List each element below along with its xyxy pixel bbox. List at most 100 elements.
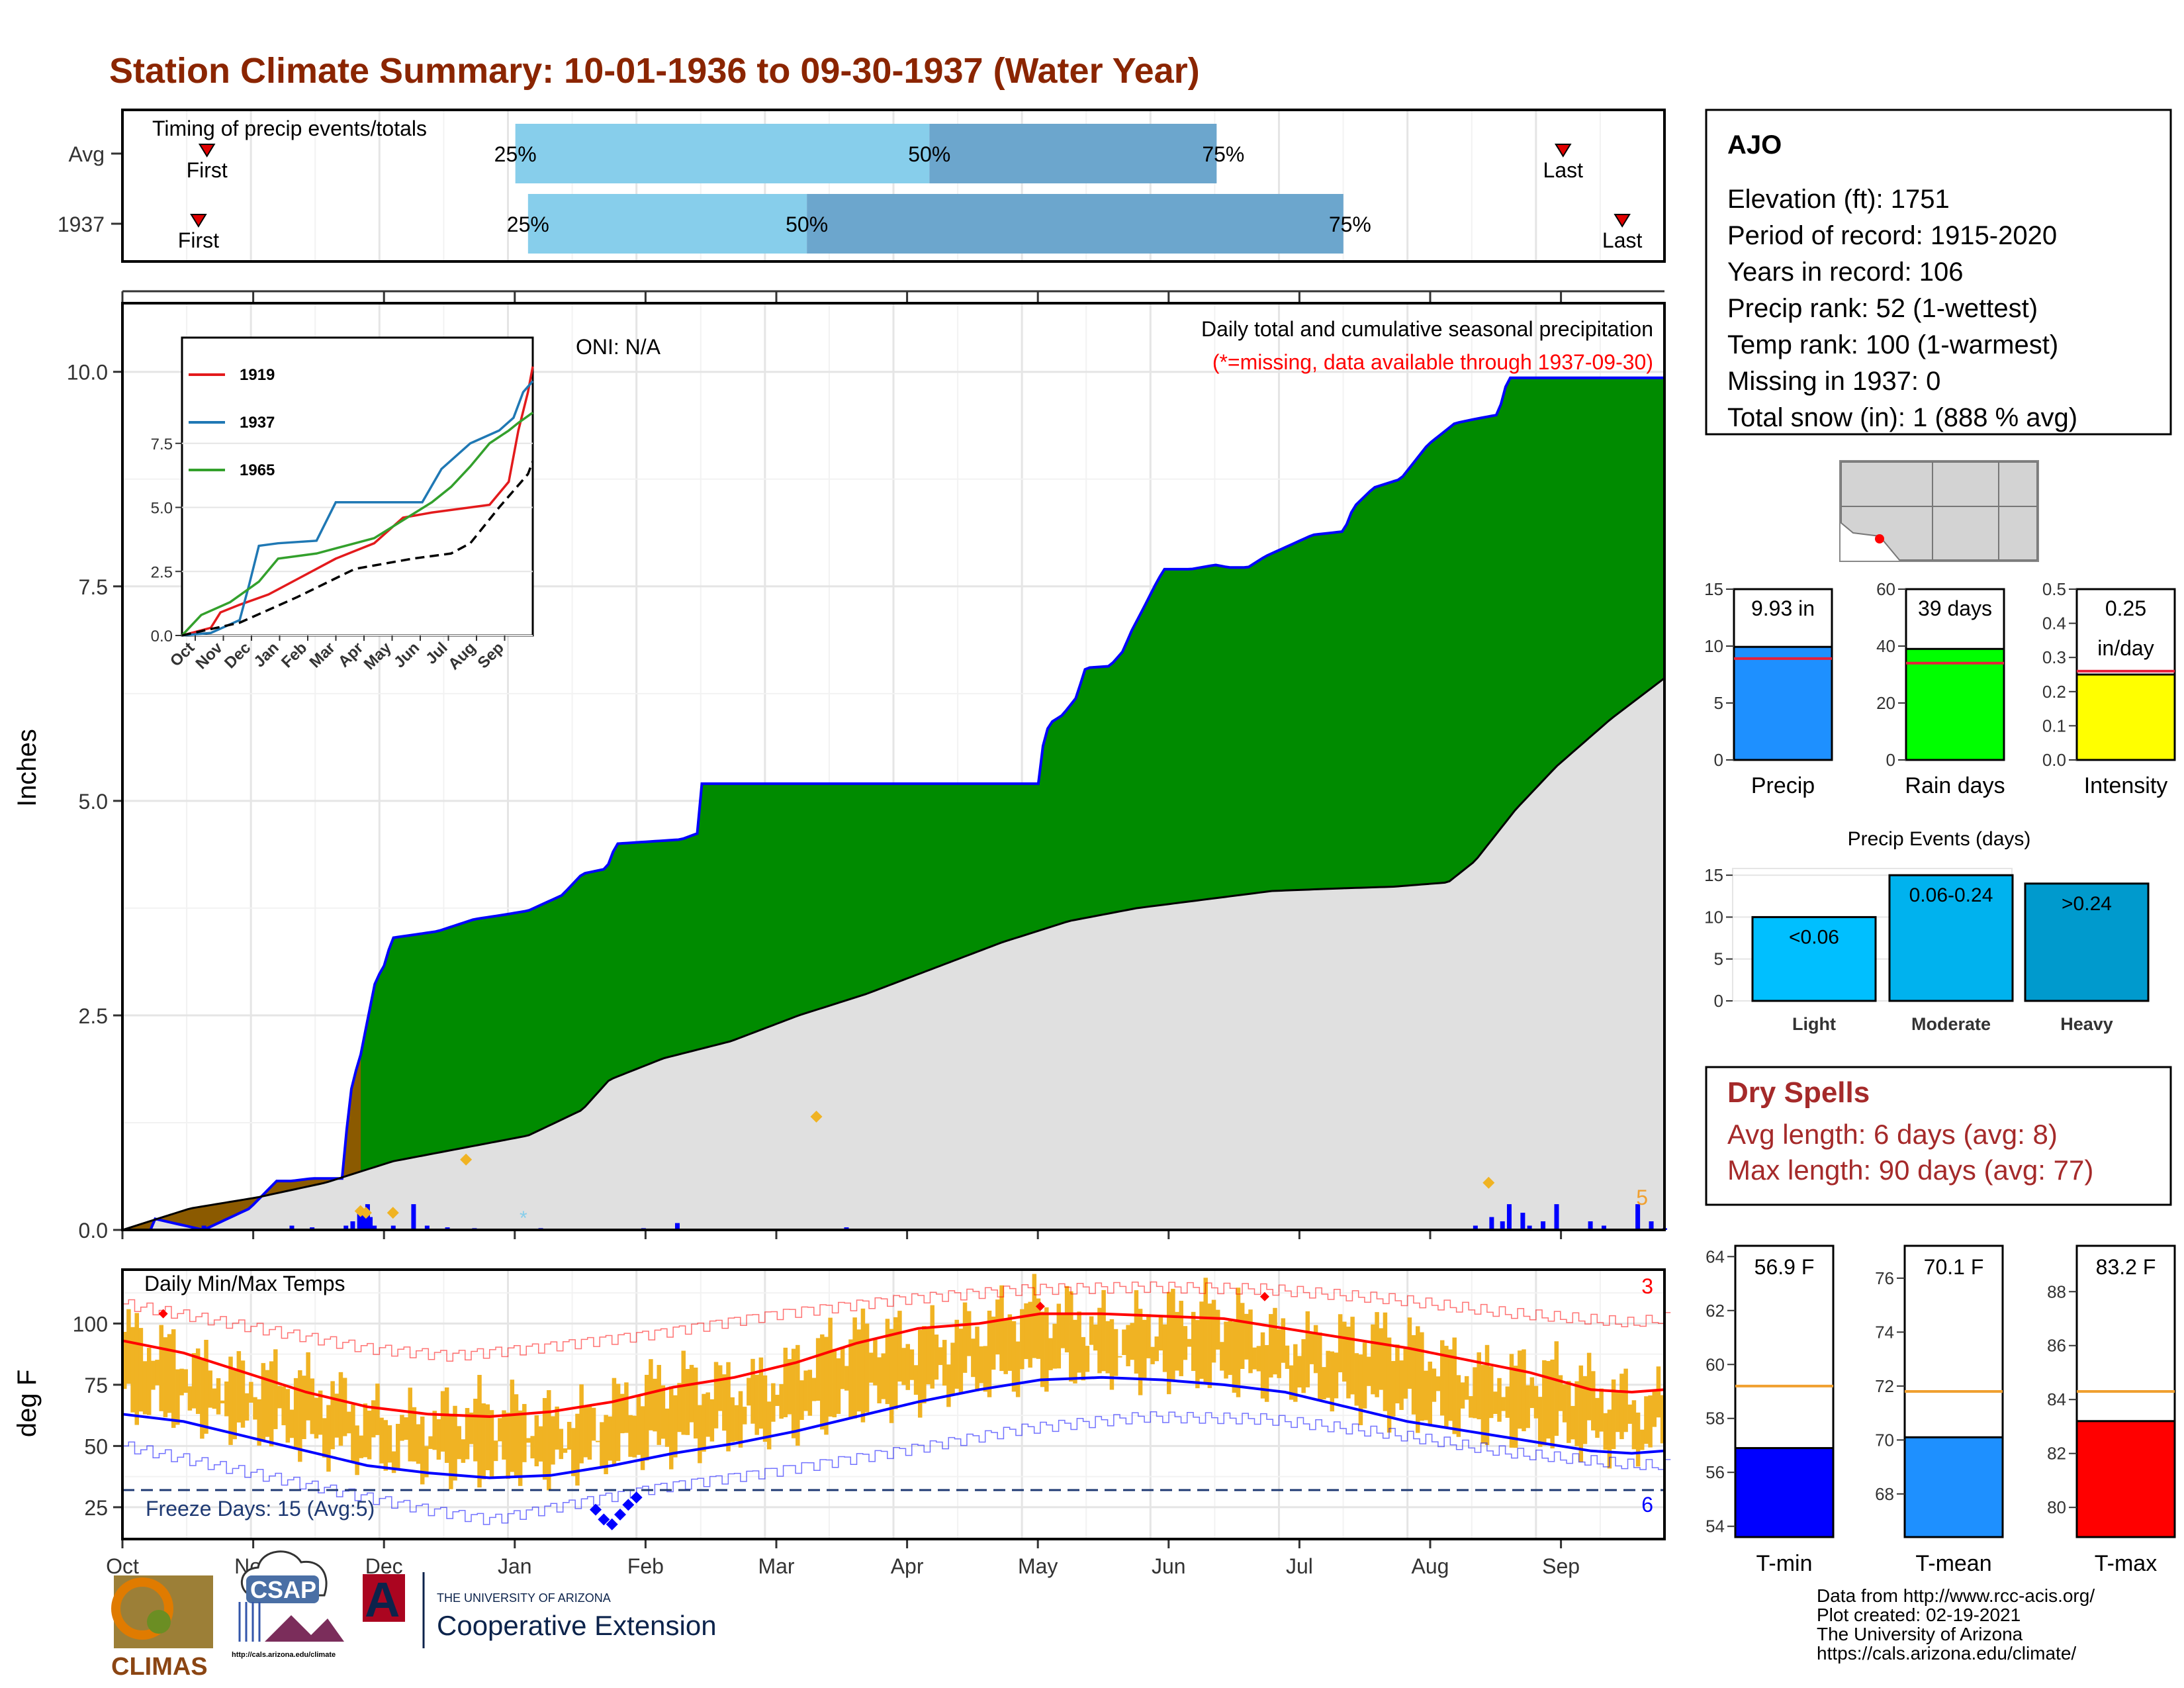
daily-temp-bar [1142, 1319, 1147, 1380]
daily-temp-bar [1586, 1352, 1592, 1421]
precip-y-tick-label: 7.5 [79, 575, 108, 599]
daily-temp-bar [555, 1406, 559, 1450]
climas-logo-text: CLIMAS [111, 1653, 208, 1681]
daily-temp-bar [971, 1338, 976, 1378]
temp-bar-tick-label: 60 [1706, 1354, 1725, 1374]
daily-temp-bar [379, 1417, 384, 1464]
daily-temp-bar [958, 1329, 964, 1394]
daily-temp-bar [1338, 1314, 1343, 1373]
daily-temp-bar [1533, 1385, 1539, 1419]
daily-temp-bar [200, 1358, 205, 1439]
daily-temp-bar [717, 1365, 723, 1411]
daily-temp-bar [1582, 1376, 1588, 1444]
daily-temp-bar [273, 1349, 278, 1429]
timing-pct50: 50% [786, 212, 828, 236]
daily-temp-bar [783, 1347, 788, 1417]
daily-temp-bar [1113, 1329, 1118, 1376]
ua-logo-big: Cooperative Extension [437, 1610, 717, 1641]
daily-temp-bar [559, 1429, 564, 1460]
daily-temp-bar [787, 1359, 792, 1415]
temp-bar-tick-label: 82 [2047, 1444, 2066, 1464]
station-info-box: AJO Elevation (ft): 1751 Period of record… [1705, 109, 2172, 436]
daily-temp-bar [1574, 1381, 1579, 1446]
daily-temp-bar [864, 1323, 870, 1413]
daily-temp-bar [1326, 1350, 1330, 1398]
daily-precip-bar [343, 1225, 349, 1230]
max-average-line [122, 1312, 1665, 1419]
daily-temp-bar [526, 1438, 531, 1443]
daily-temp-bar [293, 1378, 298, 1449]
daily-temp-bar [934, 1335, 939, 1380]
daily-temp-bar [142, 1361, 148, 1415]
daily-temp-bar [1109, 1319, 1115, 1390]
daily-temp-bar [547, 1390, 551, 1491]
daily-temp-bar [1211, 1299, 1216, 1363]
logos: CLIMAS CSAP http://cals.arizona.edu/clim… [111, 1550, 717, 1681]
daily-temp-bar [1456, 1375, 1461, 1437]
daily-precip-bar [1527, 1225, 1532, 1230]
daily-temp-bar [946, 1364, 951, 1407]
daily-temp-bar [991, 1316, 996, 1370]
month-tick-label: Aug [1412, 1554, 1449, 1578]
daily-temp-bar [1187, 1338, 1192, 1347]
month-tick-label: Apr [891, 1554, 924, 1578]
daily-temp-bar [1158, 1316, 1163, 1351]
daily-temp-bar [355, 1425, 359, 1476]
daily-precip-bar [201, 1225, 206, 1230]
daily-temp-bar [624, 1382, 629, 1433]
daily-precip-bar [1520, 1213, 1525, 1230]
daily-temp-bar [1085, 1346, 1090, 1372]
daily-temp-bar [416, 1424, 421, 1464]
precip-y-tick-label: 0.0 [79, 1219, 108, 1243]
daily-temp-bar [1134, 1290, 1139, 1374]
daily-temp-bar [1656, 1366, 1661, 1418]
daily-temp-bar [387, 1425, 392, 1463]
location-map [1839, 460, 2039, 562]
summary-bar-label: Precip [1751, 773, 1815, 798]
daily-temp-bar [747, 1378, 751, 1406]
daily-temp-bar [1154, 1336, 1159, 1362]
daily-temp-bar [1334, 1352, 1339, 1399]
daily-temp-bar [754, 1374, 759, 1435]
daily-temp-bar [799, 1380, 804, 1421]
daily-temp-bar [1477, 1352, 1481, 1420]
daily-temp-bar [469, 1412, 474, 1444]
daily-precip-bar [357, 1208, 362, 1230]
summary-bar-tick-label: 0.0 [2042, 750, 2066, 770]
inset-series-line [181, 411, 534, 637]
daily-temp-bar [1354, 1353, 1359, 1406]
daily-temp-bar [758, 1357, 764, 1429]
daily-temp-bar [1179, 1301, 1183, 1376]
daily-precip-bar [1554, 1204, 1559, 1230]
daily-temp-bar [889, 1329, 894, 1423]
timing-bar-25-50 [527, 194, 807, 254]
daily-temp-bar [1224, 1321, 1228, 1379]
summary-bar-label: Rain days [1905, 773, 2005, 798]
daily-temp-bar [1469, 1396, 1473, 1418]
freeze-day-marker [622, 1499, 635, 1511]
temps-y-tick-label: 50 [84, 1434, 108, 1458]
daily-temp-bar [1146, 1314, 1151, 1358]
timing-frame [121, 109, 1666, 263]
daily-temp-bar [289, 1409, 295, 1438]
daily-temp-bar [306, 1352, 310, 1421]
last-marker [1555, 144, 1572, 158]
daily-temp-bar [713, 1362, 719, 1429]
summary-bar-value: 39 days [1918, 596, 1992, 620]
daily-temp-bar [1015, 1341, 1021, 1397]
inset-y-tick-label: 7.5 [151, 436, 173, 453]
events-title: Precip Events (days) [1848, 828, 2031, 850]
daily-temp-bar [742, 1407, 747, 1425]
station-info-line: Precip rank: 52 (1-wettest) [1727, 294, 2038, 323]
daily-temp-bar [391, 1451, 396, 1474]
summary-bar [2075, 673, 2176, 761]
daily-temp-bar [1611, 1379, 1616, 1450]
min-average-line [122, 1376, 1665, 1479]
daily-temp-bar [995, 1299, 1000, 1355]
daily-temp-bar [1081, 1336, 1086, 1381]
summary-bar-label: Intensity [2084, 773, 2168, 798]
footer-credits: Data from http://www.rcc-acis.org/Plot c… [1817, 1585, 2095, 1664]
daily-precip-bar [361, 1213, 366, 1230]
daily-temp-bar [726, 1362, 731, 1452]
daily-temp-bar [1171, 1288, 1175, 1381]
